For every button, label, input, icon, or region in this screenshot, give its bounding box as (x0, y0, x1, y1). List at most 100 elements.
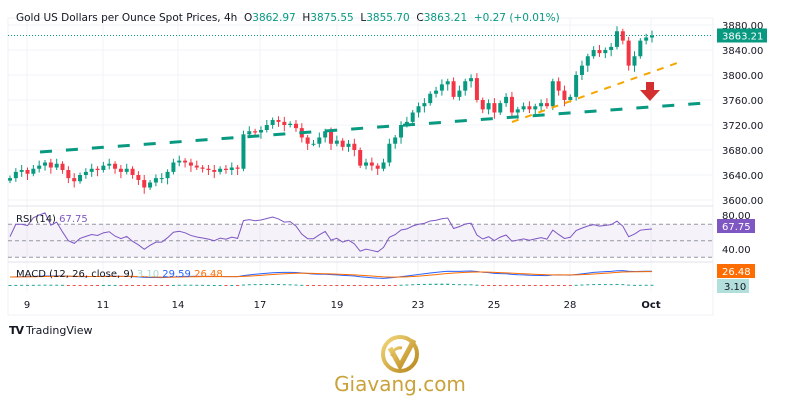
candle-down (626, 40, 631, 66)
candle-down (142, 180, 147, 188)
uptrend-line (511, 62, 678, 123)
macd-hist-badge-label: 3.10 (724, 282, 746, 293)
candle-up (609, 46, 614, 50)
macd-histogram-bar (335, 285, 339, 286)
macd-histogram-bar (487, 285, 491, 286)
y-tick-label: 3640.00 (722, 171, 763, 182)
support-trendline (39, 101, 706, 154)
macd-histogram-bar (131, 285, 135, 286)
candle-down (451, 81, 456, 97)
macd-histogram-bar (201, 284, 205, 286)
y-tick-label: 3800.00 (722, 71, 763, 82)
candle-down (212, 170, 217, 172)
macd-histogram-bar (148, 285, 152, 286)
macd-histogram-bar (212, 284, 216, 286)
candle-up (539, 103, 544, 107)
candle-down (188, 162, 193, 166)
macd-histogram-bar (241, 284, 245, 286)
rsi-line (9, 212, 653, 253)
y-tick-label: 3840.00 (722, 46, 763, 57)
candle-down (60, 163, 65, 170)
x-tick-label: 9 (24, 300, 30, 311)
chart-canvas[interactable]: 3880.00 3840.00 3800.00 3760.00 3720.00 3680.… (0, 0, 800, 320)
macd-histogram-bar (14, 284, 18, 286)
x-tick-label: 19 (331, 300, 344, 311)
candle-up (311, 143, 316, 145)
candle-up (574, 75, 579, 97)
macd-histogram-bar (469, 284, 473, 286)
macd-histogram-bar (90, 285, 94, 286)
macd-histogram-bar (393, 285, 397, 286)
candle-up (416, 106, 421, 113)
macd-histogram-bar (20, 284, 24, 286)
candle-up (422, 103, 427, 107)
macd-histogram-bar (597, 284, 601, 286)
macd-histogram-bar (603, 284, 607, 286)
candle-up (486, 103, 491, 110)
x-tick-label: 28 (564, 300, 577, 311)
candle-down (293, 123, 298, 129)
macd-histogram-bar (195, 284, 199, 286)
macd-histogram-bar (253, 284, 257, 286)
chart-frame (7, 17, 714, 316)
candle-down (597, 50, 602, 54)
macd-histogram-bar (382, 285, 386, 286)
candle-up (434, 90, 439, 94)
macd-histogram-bar (504, 285, 508, 286)
candle-down (276, 120, 281, 122)
candle-up (346, 143, 351, 147)
candle-up (241, 134, 246, 169)
macd-histogram-bar (49, 284, 53, 286)
macd-histogram-bar (171, 284, 175, 286)
candle-up (13, 171, 18, 179)
symbol-title: Gold US Dollars per Ounce Spot Prices, 4… (16, 12, 238, 24)
macd-histogram-bar (125, 285, 129, 286)
x-tick-label: 23 (412, 300, 425, 311)
candle-down (492, 103, 497, 113)
macd-histogram-bar (481, 285, 485, 286)
macd-histogram-bar (650, 284, 654, 286)
macd-histogram-bar (387, 285, 391, 286)
macd-histogram-bar (177, 284, 181, 286)
candle-up (457, 90, 462, 97)
candle-down (340, 140, 345, 147)
candle-down (527, 106, 532, 110)
rsi-legend[interactable]: RSI (14) 67.75 (16, 214, 88, 225)
macd-histogram-bar (516, 285, 520, 286)
macd-histogram-bar (527, 285, 531, 286)
macd-histogram-bar (96, 285, 100, 286)
macd-histogram-bar (317, 285, 321, 286)
candle-down (25, 170, 30, 174)
macd-value: 29.59 (162, 269, 191, 280)
y-tick-label: 3680.00 (722, 146, 763, 157)
macd-histogram-bar (492, 285, 496, 286)
macd-histogram-bar (574, 284, 578, 286)
macd-histogram-bar (533, 285, 537, 286)
candle-down (620, 31, 625, 41)
macd-histogram-bar (84, 285, 88, 286)
candle-down (544, 103, 549, 107)
candle-up (410, 112, 415, 122)
macd-histogram-bar (107, 284, 111, 286)
candle-up (229, 167, 234, 170)
rsi-badge (717, 219, 755, 233)
candle-up (334, 140, 339, 144)
macd-histogram-bar (405, 284, 409, 286)
tradingview-logo[interactable]: TV TradingView (9, 324, 93, 337)
candle-up (171, 162, 176, 172)
candle-up (463, 81, 468, 91)
macd-histogram-bar (347, 285, 351, 286)
candle-up (638, 40, 643, 57)
macd-histogram-bar (352, 285, 356, 286)
candle-up (387, 143, 392, 163)
candle-up (31, 168, 36, 174)
rsi-axis-label: 40.00 (722, 245, 751, 256)
candle-down (375, 165, 380, 169)
candle-up (83, 171, 88, 175)
candle-up (614, 31, 619, 47)
macd-histogram-bar (580, 284, 584, 286)
macd-legend[interactable]: MACD (12, 26, close, 9) 3.10 29.59 26.48 (16, 269, 223, 280)
candle-up (393, 137, 398, 144)
macd-histogram-bar (61, 284, 65, 286)
candle-down (556, 81, 561, 91)
